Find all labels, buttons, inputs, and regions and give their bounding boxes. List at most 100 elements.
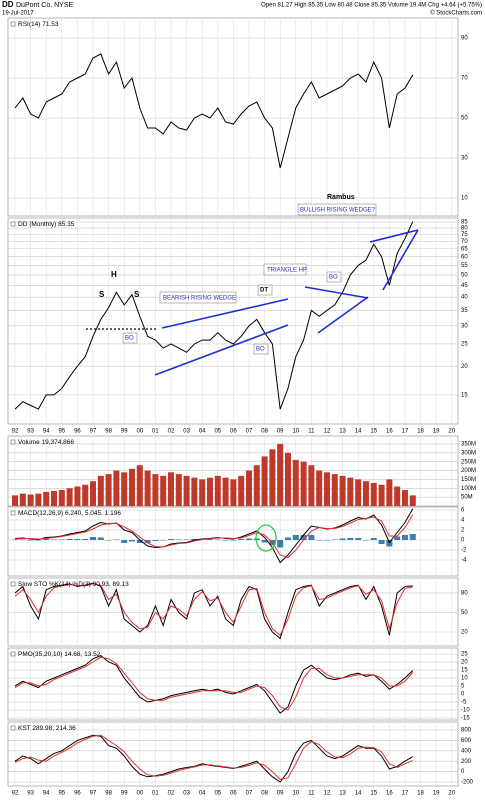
bar bbox=[409, 534, 416, 540]
trendline bbox=[154, 324, 289, 376]
bar bbox=[292, 535, 299, 540]
y-tick-label: 200M bbox=[461, 468, 476, 474]
bar bbox=[245, 470, 252, 506]
bar bbox=[261, 456, 268, 506]
bar bbox=[370, 538, 377, 540]
x-tick-label: 04 bbox=[199, 791, 206, 797]
y-tick-label: 75 bbox=[461, 232, 468, 238]
bar bbox=[316, 540, 323, 541]
bar bbox=[323, 540, 330, 541]
y-tick-label: 6 bbox=[461, 508, 465, 514]
annotation: S bbox=[99, 290, 105, 299]
bar bbox=[230, 479, 237, 506]
x-tick-label: 96 bbox=[74, 791, 81, 797]
x-tick-label: 17 bbox=[402, 429, 409, 435]
y-tick-label: 0 bbox=[461, 538, 465, 544]
bar bbox=[339, 475, 346, 506]
annotation-box bbox=[253, 343, 269, 355]
bar bbox=[144, 470, 151, 506]
x-tick-label: 02 bbox=[168, 429, 175, 435]
bar bbox=[284, 537, 291, 540]
bar bbox=[66, 488, 73, 506]
bar bbox=[113, 539, 120, 540]
series-line bbox=[14, 583, 413, 637]
bar bbox=[105, 540, 112, 541]
y-tick-label: 80 bbox=[461, 226, 468, 232]
y-tick-label: 15 bbox=[461, 668, 468, 674]
quote: Open 81.27 High 85.35 Low 80.48 Close 85… bbox=[261, 3, 482, 9]
series-line bbox=[14, 734, 413, 780]
y-tick-label: 25 bbox=[461, 652, 468, 658]
annotation-box bbox=[326, 271, 342, 283]
bar bbox=[152, 540, 159, 541]
x-tick-label: 10 bbox=[292, 791, 299, 797]
x-tick-label: 04 bbox=[199, 429, 206, 435]
annotation-box bbox=[257, 284, 273, 296]
x-tick-label: 98 bbox=[105, 429, 112, 435]
x-tick-label: 10 bbox=[292, 429, 299, 435]
x-tick-label: 08 bbox=[261, 791, 268, 797]
bar bbox=[316, 470, 323, 506]
bar bbox=[66, 539, 73, 540]
x-tick-label: 13 bbox=[339, 791, 346, 797]
annotation-box bbox=[263, 263, 307, 276]
bar bbox=[160, 540, 167, 541]
data-layer bbox=[12, 53, 416, 783]
legend-icon bbox=[10, 439, 16, 445]
trendline bbox=[317, 296, 369, 334]
trendline bbox=[304, 286, 369, 299]
bar bbox=[152, 474, 159, 506]
bar bbox=[253, 538, 260, 540]
legend-icon bbox=[10, 510, 16, 516]
annotation: BO bbox=[125, 336, 134, 342]
x-tick-label: 02 bbox=[168, 791, 175, 797]
x-tick-label: 01 bbox=[152, 429, 159, 435]
bar bbox=[74, 486, 81, 506]
x-tick-label: 07 bbox=[246, 791, 253, 797]
bar bbox=[394, 536, 401, 540]
bar bbox=[269, 449, 276, 506]
series-line bbox=[14, 655, 414, 714]
y-tick-label: 2 bbox=[461, 528, 465, 534]
bar bbox=[308, 465, 315, 506]
y-tick-label: 50 bbox=[461, 116, 468, 122]
bar bbox=[222, 540, 229, 541]
x-tick-label: 99 bbox=[121, 791, 128, 797]
bar bbox=[277, 540, 284, 548]
y-tick-label: 0 bbox=[461, 769, 465, 775]
bar bbox=[58, 490, 65, 506]
bar bbox=[27, 540, 34, 541]
x-tick-label: 98 bbox=[105, 791, 112, 797]
bar bbox=[82, 539, 89, 540]
bar bbox=[90, 481, 97, 506]
panel-frame bbox=[7, 217, 459, 425]
y-tick-label: 100M bbox=[461, 486, 476, 492]
x-tick-label: 11 bbox=[308, 791, 315, 797]
panel-label: MACD(12,26,9) 6.240, 5.045, 1.196 bbox=[18, 510, 121, 517]
bar bbox=[19, 493, 26, 506]
bar bbox=[19, 539, 26, 540]
legend-icon bbox=[10, 581, 16, 587]
panel-label: KST 289.98, 214.36 bbox=[18, 725, 76, 732]
bar bbox=[331, 539, 338, 540]
x-tick-label: 19 bbox=[433, 429, 440, 435]
bar bbox=[378, 540, 385, 544]
bar bbox=[43, 539, 50, 540]
annotation-box bbox=[159, 291, 237, 304]
series-line bbox=[14, 514, 414, 559]
bar bbox=[12, 495, 19, 506]
x-tick-label: 00 bbox=[136, 791, 143, 797]
x-tick-label: 20 bbox=[448, 429, 455, 435]
panel-label: PMO(35,20,10) 14.68, 13.52 bbox=[18, 651, 101, 658]
x-tick-label: 17 bbox=[402, 791, 409, 797]
x-tick-label: 06 bbox=[230, 791, 237, 797]
x-tick-label: 06 bbox=[230, 429, 237, 435]
bar bbox=[331, 474, 338, 506]
bar bbox=[370, 482, 377, 506]
y-tick-label: 300M bbox=[461, 450, 476, 456]
y-tick-label: 400 bbox=[461, 748, 472, 754]
y-tick-label: 800 bbox=[461, 728, 472, 734]
x-tick-label: 05 bbox=[214, 429, 221, 435]
x-tick-label: 05 bbox=[214, 791, 221, 797]
